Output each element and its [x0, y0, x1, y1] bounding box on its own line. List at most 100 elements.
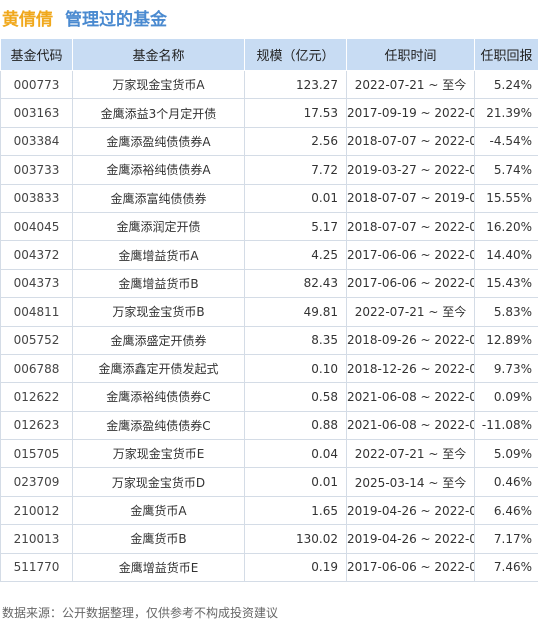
fund-code: 003733	[0, 155, 73, 185]
fund-tenure-period: 2018-07-07 ~ 2022-01-27	[346, 126, 475, 157]
fund-tenure-period: 2019-04-26 ~ 2022-01-27	[346, 495, 475, 526]
fund-tenure-return: 12.89%	[474, 325, 538, 355]
fund-name: 万家现金宝货币D	[72, 467, 245, 497]
fund-scale: 0.04	[244, 439, 347, 469]
fund-scale: 1.65	[244, 495, 347, 526]
fund-name: 金鹰添润定开债	[72, 211, 245, 242]
table-row: 000773 万家现金宝货币A 123.27 2022-07-21 ~ 至今 5.24%	[0, 69, 538, 100]
fund-scale: 0.88	[244, 410, 347, 441]
column-header-code: 基金代码	[0, 38, 73, 71]
fund-tenure-period: 2018-09-26 ~ 2022-01-27	[346, 325, 475, 355]
fund-tenure-return: 9.73%	[474, 353, 538, 384]
fund-name: 金鹰货币B	[72, 524, 245, 554]
table-body: 000773 万家现金宝货币A 123.27 2022-07-21 ~ 至今 5.24%…	[0, 69, 538, 583]
manager-name: 黄倩倩	[2, 9, 53, 30]
fund-tenure-period: 2018-07-07 ~ 2022-01-27	[346, 211, 475, 242]
fund-tenure-period: 2018-07-07 ~ 2019-09-19	[346, 183, 475, 213]
fund-name: 金鹰增益货币E	[72, 552, 245, 583]
table-row: 023709 万家现金宝货币D 0.01 2025-03-14 ~ 至今 0.46%	[0, 467, 538, 497]
fund-code: 000773	[0, 69, 73, 100]
fund-scale: 0.19	[244, 552, 347, 583]
fund-code: 004372	[0, 240, 73, 270]
column-header-period: 任职时间	[346, 38, 475, 71]
table-row: 004811 万家现金宝货币B 49.81 2022-07-21 ~ 至今 5.83%	[0, 297, 538, 327]
fund-tenure-return: 5.24%	[474, 69, 538, 100]
fund-scale: 17.53	[244, 98, 347, 128]
fund-tenure-return: 7.46%	[474, 552, 538, 583]
fund-tenure-return: 0.46%	[474, 467, 538, 497]
fund-tenure-return: 15.43%	[474, 268, 538, 299]
fund-scale: 5.17	[244, 211, 347, 242]
fund-tenure-return: -4.54%	[474, 126, 538, 157]
fund-tenure-period: 2019-04-26 ~ 2022-01-27	[346, 524, 475, 554]
fund-tenure-return: 0.09%	[474, 382, 538, 412]
fund-scale: 123.27	[244, 69, 347, 100]
fund-name: 万家现金宝货币B	[72, 297, 245, 327]
table-row: 015705 万家现金宝货币E 0.04 2022-07-21 ~ 至今 5.09%	[0, 439, 538, 469]
fund-tenure-return: 5.83%	[474, 297, 538, 327]
fund-tenure-return: 15.55%	[474, 183, 538, 213]
fund-code: 023709	[0, 467, 73, 497]
fund-scale: 4.25	[244, 240, 347, 270]
fund-name: 金鹰添盛定开债券	[72, 325, 245, 355]
fund-code: 006788	[0, 353, 73, 384]
fund-tenure-period: 2019-03-27 ~ 2022-01-27	[346, 155, 475, 185]
fund-name: 金鹰货币A	[72, 495, 245, 526]
fund-code: 005752	[0, 325, 73, 355]
fund-code: 012622	[0, 382, 73, 412]
page-title: 管理过的基金	[65, 9, 167, 30]
fund-scale: 7.72	[244, 155, 347, 185]
fund-scale: 130.02	[244, 524, 347, 554]
fund-name: 金鹰增益货币B	[72, 268, 245, 299]
fund-code: 511770	[0, 552, 73, 583]
fund-code: 003833	[0, 183, 73, 213]
fund-tenure-period: 2017-06-06 ~ 2022-01-27	[346, 268, 475, 299]
fund-tenure-period: 2021-06-08 ~ 2022-01-27	[346, 382, 475, 412]
fund-tenure-return: 5.09%	[474, 439, 538, 469]
page-header: 黄倩倩 管理过的基金	[0, 0, 538, 34]
fund-tenure-period: 2022-07-21 ~ 至今	[346, 439, 475, 469]
fund-scale: 49.81	[244, 297, 347, 327]
fund-tenure-period: 2017-06-06 ~ 2022-01-27	[346, 240, 475, 270]
fund-tenure-return: 6.46%	[474, 495, 538, 526]
fund-code: 004045	[0, 211, 73, 242]
fund-tenure-return: 14.40%	[474, 240, 538, 270]
fund-tenure-period: 2017-06-06 ~ 2022-01-27	[346, 552, 475, 583]
fund-tenure-period: 2017-09-19 ~ 2022-01-27	[346, 98, 475, 128]
fund-scale: 0.10	[244, 353, 347, 384]
fund-name: 金鹰添盈纯债债券C	[72, 410, 245, 441]
fund-name: 金鹰添富纯债债券	[72, 183, 245, 213]
fund-tenure-return: 16.20%	[474, 211, 538, 242]
fund-tenure-return: 7.17%	[474, 524, 538, 554]
fund-code: 210013	[0, 524, 73, 554]
fund-name: 金鹰添裕纯债债券C	[72, 382, 245, 412]
fund-name: 金鹰添裕纯债债券A	[72, 155, 245, 185]
fund-code: 015705	[0, 439, 73, 469]
fund-tenure-return: 21.39%	[474, 98, 538, 128]
fund-scale: 2.56	[244, 126, 347, 157]
fund-code: 210012	[0, 495, 73, 526]
fund-name: 金鹰增益货币A	[72, 240, 245, 270]
fund-scale: 0.01	[244, 183, 347, 213]
fund-tenure-period: 2021-06-08 ~ 2022-01-27	[346, 410, 475, 441]
fund-code: 012623	[0, 410, 73, 441]
fund-code: 004373	[0, 268, 73, 299]
fund-tenure-return: -11.08%	[474, 410, 538, 441]
table-header-row: 基金代码 基金名称 规模（亿元） 任职时间 任职回报	[0, 38, 538, 71]
fund-code: 003163	[0, 98, 73, 128]
data-source-note: 数据来源：公开数据整理，仅供参考不构成投资建议	[2, 606, 279, 620]
column-header-return: 任职回报	[474, 38, 538, 71]
fund-scale: 0.58	[244, 382, 347, 412]
